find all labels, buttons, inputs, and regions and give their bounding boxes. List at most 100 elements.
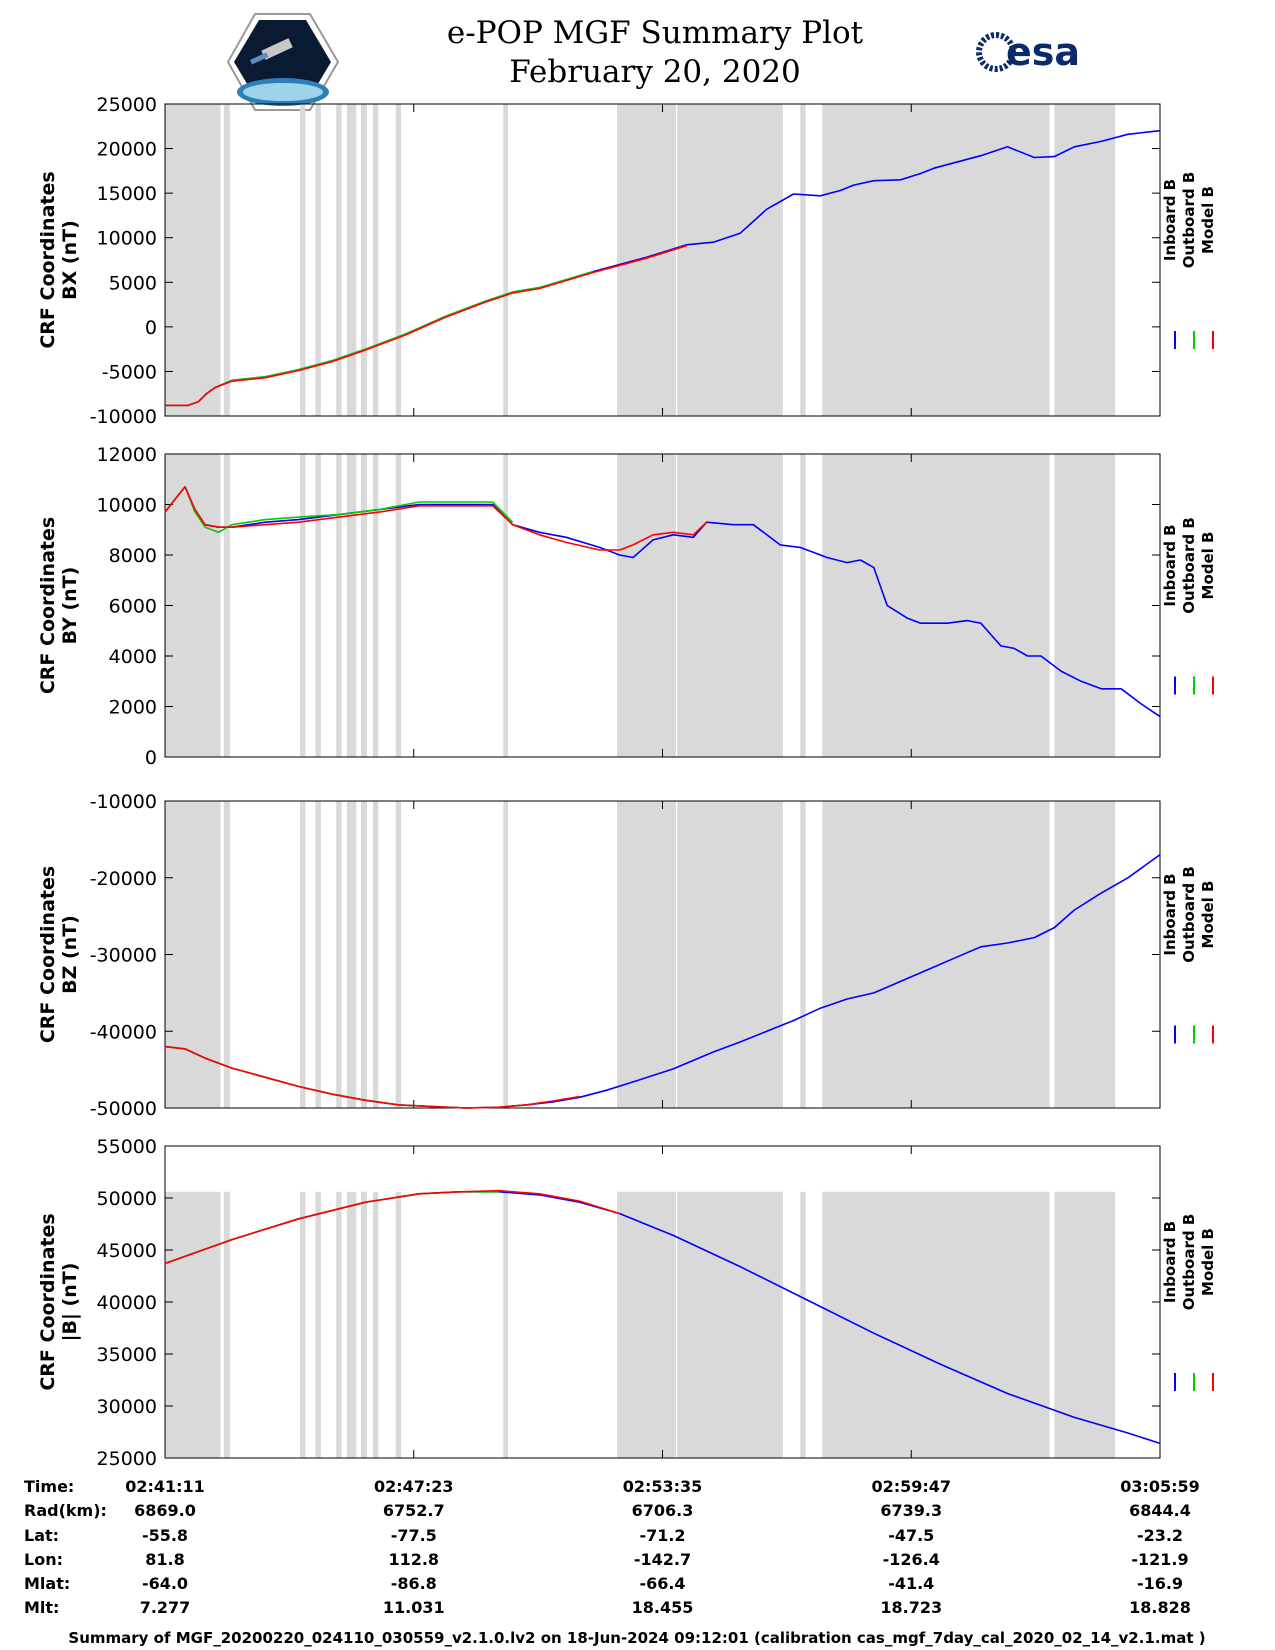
gap-shade bbox=[165, 801, 221, 1108]
y-tick-label: 4000 bbox=[109, 646, 157, 668]
y-tick-label: 45000 bbox=[97, 1240, 157, 1262]
legend-label: Model B bbox=[1199, 1228, 1217, 1296]
gap-shade bbox=[1054, 1191, 1116, 1458]
gap-shade bbox=[346, 801, 357, 1108]
ephemeris-table: Time: Rad(km): Lat: Lon: Mlat: Mlt: 02:41:11 68… bbox=[24, 1477, 1200, 1617]
gap-shade bbox=[822, 454, 903, 757]
gap-shade bbox=[223, 1191, 230, 1458]
y-axis-label: BX (nT) bbox=[59, 220, 81, 300]
y-tick-label: 5000 bbox=[109, 272, 157, 294]
y-tick-label: 55000 bbox=[97, 1136, 157, 1158]
footer-caption: Summary of MGF_20200220_024110_030559_v2… bbox=[68, 1629, 1205, 1647]
gap-shade bbox=[677, 454, 783, 757]
legend-label: Inboard B bbox=[1161, 1221, 1179, 1303]
panel-1: -10000 -5000 0 5000 10000 15000 20000 25000 CRF … bbox=[37, 94, 1217, 428]
gap-shade bbox=[360, 1191, 367, 1458]
gap-shade bbox=[336, 801, 342, 1108]
gap-shade bbox=[336, 454, 342, 757]
y-tick-label: 0 bbox=[145, 317, 157, 339]
y-tick-label: -30000 bbox=[90, 945, 157, 967]
panel-3: -50000 -40000 -30000 -20000 -10000 CRF Coordi… bbox=[37, 791, 1217, 1120]
series-line-model bbox=[164, 486, 708, 551]
ephemeris-row-label: Mlt: bbox=[24, 1598, 59, 1617]
gap-shade bbox=[503, 1191, 509, 1458]
gap-shade bbox=[300, 1191, 306, 1458]
ephemeris-cell: -41.4 bbox=[888, 1574, 934, 1593]
y-tick-label: 30000 bbox=[97, 1396, 157, 1418]
gap-shade bbox=[315, 104, 321, 416]
legend-label: Model B bbox=[1199, 186, 1217, 254]
y-tick-label: 8000 bbox=[109, 545, 157, 567]
ephemeris-cell: 6706.3 bbox=[632, 1501, 694, 1520]
cassiope-logo bbox=[226, 13, 340, 111]
y-tick-label: 15000 bbox=[97, 183, 157, 205]
ephemeris-cell: 6739.3 bbox=[880, 1501, 942, 1520]
ephemeris-cell: -16.9 bbox=[1137, 1574, 1183, 1593]
legend-label: Outboard B bbox=[1180, 866, 1198, 963]
ephemeris-cell: 112.8 bbox=[388, 1550, 439, 1569]
y-tick-label: 25000 bbox=[97, 94, 157, 116]
y-axis-label: BY (nT) bbox=[59, 567, 81, 645]
esa-logo: esa bbox=[976, 30, 1080, 74]
gap-shade bbox=[677, 104, 783, 416]
gap-shade bbox=[372, 1191, 379, 1458]
ephemeris-cell: 02:47:23 bbox=[374, 1477, 454, 1496]
y-tick-label: -40000 bbox=[90, 1021, 157, 1043]
y-axis-label: BZ (nT) bbox=[59, 915, 81, 994]
ephemeris-cell: 11.031 bbox=[383, 1598, 445, 1617]
y-axis-label: CRF Coordinates bbox=[37, 171, 59, 348]
legend-label: Outboard B bbox=[1180, 517, 1198, 614]
y-tick-label: 6000 bbox=[109, 596, 157, 618]
ephemeris-row-label: Mlat: bbox=[24, 1574, 70, 1593]
gap-shade bbox=[902, 454, 1050, 757]
y-axis-label: CRF Coordinates bbox=[37, 517, 59, 694]
y-tick-label: 20000 bbox=[97, 139, 157, 161]
plot-title: e-POP MGF Summary Plot bbox=[447, 15, 864, 51]
gap-shade bbox=[617, 454, 676, 757]
gap-shade bbox=[503, 454, 509, 757]
gap-shade bbox=[822, 104, 903, 416]
gap-shade bbox=[360, 801, 367, 1108]
gap-shade bbox=[822, 801, 903, 1108]
gap-shade bbox=[360, 454, 367, 757]
gap-shade bbox=[800, 801, 806, 1108]
y-axis-label: |B| (nT) bbox=[59, 1263, 81, 1342]
ephemeris-cell: 81.8 bbox=[145, 1550, 184, 1569]
gap-shade bbox=[315, 1191, 321, 1458]
ephemeris-cell: 18.828 bbox=[1129, 1598, 1191, 1617]
y-axis-label: CRF Coordinates bbox=[37, 1213, 59, 1390]
gap-shade bbox=[372, 104, 379, 416]
gap-shade bbox=[902, 104, 1050, 416]
ephemeris-cell: 02:59:47 bbox=[871, 1477, 951, 1496]
ephemeris-cell: 6752.7 bbox=[383, 1501, 445, 1520]
ephemeris-row-label: Rad(km): bbox=[24, 1501, 107, 1520]
y-tick-label: 35000 bbox=[97, 1344, 157, 1366]
ephemeris-cell: 18.723 bbox=[880, 1598, 942, 1617]
esa-logo-text: esa bbox=[1006, 30, 1080, 74]
ephemeris-cell: 6844.4 bbox=[1129, 1501, 1191, 1520]
legend-label: Model B bbox=[1199, 881, 1217, 949]
legend-label: Inboard B bbox=[1161, 179, 1179, 261]
gap-shade bbox=[372, 454, 379, 757]
ephemeris-cell: 18.455 bbox=[632, 1598, 694, 1617]
legend-label: Model B bbox=[1199, 532, 1217, 600]
ephemeris-cell: 03:05:59 bbox=[1120, 1477, 1200, 1496]
gap-shade bbox=[395, 454, 402, 757]
gap-shade bbox=[1054, 454, 1116, 757]
gap-shade bbox=[902, 801, 1050, 1108]
gap-shade bbox=[336, 104, 342, 416]
gap-shade bbox=[360, 104, 367, 416]
y-tick-label: 50000 bbox=[97, 1188, 157, 1210]
y-tick-label: 40000 bbox=[97, 1292, 157, 1314]
ephemeris-cell: -47.5 bbox=[888, 1526, 934, 1545]
gap-shade bbox=[395, 104, 402, 416]
y-tick-label: -50000 bbox=[90, 1098, 157, 1120]
y-tick-label: -20000 bbox=[90, 868, 157, 890]
gap-shade bbox=[223, 454, 230, 757]
gap-shade bbox=[315, 801, 321, 1108]
y-tick-label: 2000 bbox=[109, 697, 157, 719]
gap-shade bbox=[800, 104, 806, 416]
legend-label: Inboard B bbox=[1161, 873, 1179, 955]
plot-date: February 20, 2020 bbox=[509, 54, 801, 90]
gap-shade bbox=[165, 454, 221, 757]
